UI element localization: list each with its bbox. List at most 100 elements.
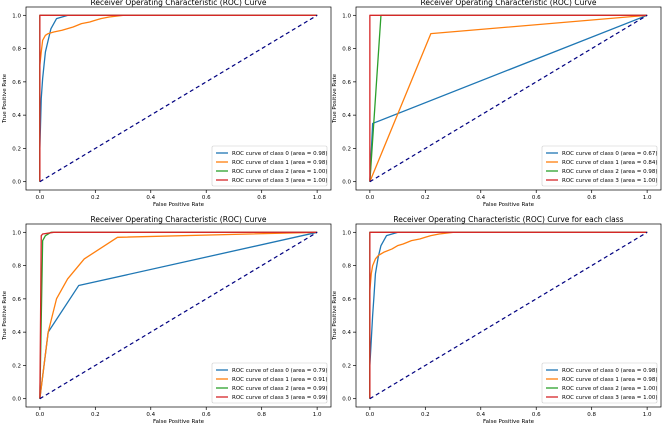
roc-line-class-1 [369,14,648,182]
y-tick-label: 0.8 [342,47,351,53]
diagonal-reference-line [39,231,318,400]
x-axis-label: False Positive Rate [153,202,205,208]
x-axis-label: False Positive Rate [153,419,205,425]
x-tick-label: 0.0 [35,412,44,418]
legend-entry-class-2: ROC curve of class 2 (area = 1.00) [562,386,658,392]
x-axis-label: False Positive Rate [483,419,535,425]
axes-frame [25,223,332,408]
legend-entry-class-3: ROC curve of class 3 (area = 1.00) [562,395,658,401]
x-axis-label: False Positive Rate [483,202,535,208]
y-tick-label: 0.4 [342,113,351,119]
y-tick-label: 0.0 [12,397,21,403]
x-tick-label: 1.0 [643,412,652,418]
x-tick-label: 0.6 [532,412,541,418]
y-tick-label: 0.8 [12,264,21,270]
roc-line-class-1 [39,14,318,182]
y-tick-label: 0.6 [12,297,21,303]
roc-line-class-3 [369,14,648,182]
chart-title: Receiver Operating Characteristic (ROC) … [91,215,267,224]
legend: ROC curve of class 0 (area = 0.67) ROC cu… [541,145,658,187]
legend-box [541,362,658,404]
x-tick-label: 0.2 [91,195,100,201]
x-tick-label: 0.0 [35,195,44,201]
x-tick-label: 0.4 [476,412,485,418]
y-tick-label: 0.2 [342,363,351,369]
y-tick-label: 0.0 [342,180,351,186]
y-axis-label: True Positive Rate [2,73,8,124]
y-axis-label: True Positive Rate [2,290,8,341]
y-tick-label: 0.2 [12,146,21,152]
legend-entry-class-0: ROC curve of class 0 (area = 0.67) [562,151,658,157]
x-tick-label: 0.6 [202,412,211,418]
legend-entry-class-0: ROC curve of class 0 (area = 0.98) [232,151,328,157]
roc-line-class-3 [369,231,648,399]
x-tick-label: 0.2 [91,412,100,418]
y-tick-label: 0.0 [342,397,351,403]
legend-entry-class-1: ROC curve of class 1 (area = 0.91) [232,377,328,383]
y-tick-label: 0.6 [12,80,21,86]
axes-frame [25,6,332,191]
x-tick-label: 0.4 [476,195,485,201]
x-tick-label: 0.2 [421,195,430,201]
roc-line-class-1 [39,231,318,399]
y-tick-label: 0.4 [342,330,351,336]
chart-title: Receiver Operating Characteristic (ROC) … [91,0,267,7]
x-tick-label: 0.4 [146,412,155,418]
x-tick-label: 1.0 [313,412,322,418]
legend: ROC curve of class 0 (area = 0.98) ROC cu… [541,362,658,404]
y-tick-label: 0.2 [342,146,351,152]
y-tick-label: 0.6 [342,297,351,303]
x-tick-label: 1.0 [643,195,652,201]
legend-entry-class-0: ROC curve of class 0 (area = 0.98) [562,368,658,374]
legend-entry-class-1: ROC curve of class 1 (area = 0.84) [562,160,658,166]
y-tick-label: 0.0 [12,180,21,186]
chart-panel-1: Receiver Operating Characteristic (ROC) … [2,0,332,208]
chart-panel-3: Receiver Operating Characteristic (ROC) … [2,215,332,425]
diagonal-reference-line [369,14,648,183]
y-axis-label: True Positive Rate [332,290,338,341]
x-tick-label: 0.4 [146,195,155,201]
legend-entry-class-2: ROC curve of class 2 (area = 0.99) [232,386,328,392]
legend-box [541,145,658,187]
y-tick-label: 1.0 [12,230,21,236]
y-tick-label: 0.8 [12,47,21,53]
legend-box [211,362,328,404]
y-tick-label: 0.2 [12,363,21,369]
roc-line-class-3 [39,231,318,399]
chart-panel-4: Receiver Operating Characteristic (ROC) … [332,215,662,425]
y-axis-label: True Positive Rate [332,73,338,124]
y-tick-label: 0.8 [342,264,351,270]
legend: ROC curve of class 0 (area = 0.79) ROC cu… [211,362,328,404]
roc-line-class-1 [369,231,648,399]
legend-entry-class-2: ROC curve of class 2 (area = 1.00) [232,169,328,175]
x-tick-label: 0.0 [365,195,374,201]
y-tick-label: 1.0 [12,13,21,19]
x-tick-label: 1.0 [313,195,322,201]
legend-entry-class-3: ROC curve of class 3 (area = 0.99) [232,395,328,401]
x-tick-label: 0.8 [587,195,596,201]
x-tick-label: 0.8 [257,412,266,418]
legend-entry-class-3: ROC curve of class 3 (area = 1.00) [562,178,658,184]
legend-entry-class-2: ROC curve of class 2 (area = 0.98) [562,169,658,175]
diagonal-reference-line [369,231,648,400]
y-tick-label: 0.4 [12,330,21,336]
x-tick-label: 0.8 [257,195,266,201]
diagonal-reference-line [39,14,318,183]
y-tick-label: 1.0 [342,13,351,19]
x-tick-label: 0.0 [365,412,374,418]
x-tick-label: 0.2 [421,412,430,418]
legend-entry-class-3: ROC curve of class 3 (area = 1.00) [232,178,328,184]
roc-line-class-3 [39,14,318,182]
axes-frame [355,223,662,408]
legend-entry-class-0: ROC curve of class 0 (area = 0.79) [232,368,328,374]
legend-entry-class-1: ROC curve of class 1 (area = 0.98) [562,377,658,383]
legend-entry-class-1: ROC curve of class 1 (area = 0.98) [232,160,328,166]
legend: ROC curve of class 0 (area = 0.98) ROC cu… [211,145,328,187]
legend-box [211,145,328,187]
chart-panel-2: Receiver Operating Characteristic (ROC) … [332,0,662,208]
x-tick-label: 0.6 [532,195,541,201]
chart-title: Receiver Operating Characteristic (ROC) … [393,215,623,224]
x-tick-label: 0.8 [587,412,596,418]
x-tick-label: 0.6 [202,195,211,201]
